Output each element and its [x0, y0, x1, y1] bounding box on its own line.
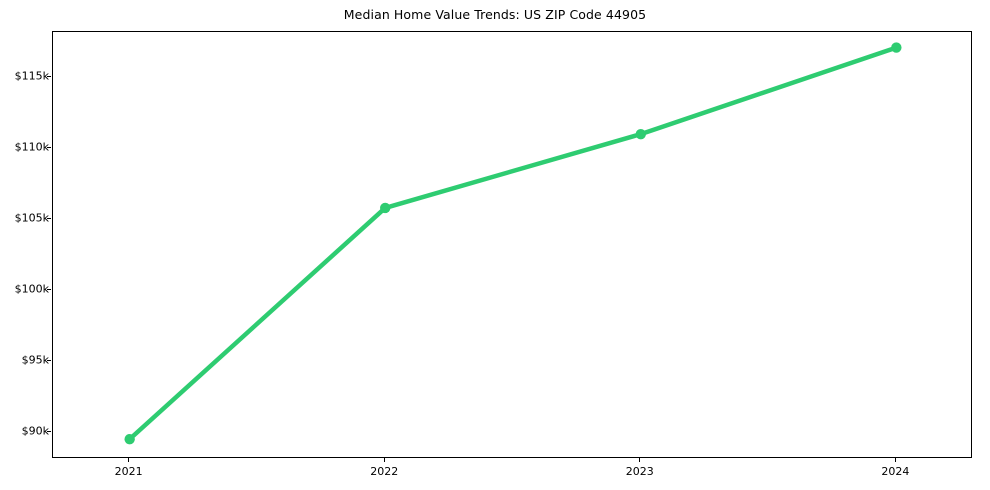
series-line-median-home-value — [127, 45, 899, 442]
data-point-marker — [380, 202, 391, 214]
chart-title: Median Home Value Trends: US ZIP Code 44… — [343, 7, 647, 22]
x-tick-label: 2023 — [625, 465, 654, 478]
data-point-marker — [635, 128, 646, 140]
y-tick-mark — [47, 75, 51, 77]
data-point-marker — [124, 433, 135, 445]
series-markers — [124, 42, 902, 445]
y-tick-label: $100k — [14, 282, 49, 296]
y-tick-mark — [47, 288, 51, 290]
x-tick-label: 2022 — [370, 465, 399, 478]
x-tick-label: 2021 — [114, 465, 143, 478]
x-tick-label: 2024 — [881, 465, 910, 478]
x-tick-mark — [639, 458, 641, 462]
x-tick-mark — [894, 458, 896, 462]
y-tick-mark — [47, 146, 51, 148]
y-tick-mark — [47, 217, 51, 219]
y-tick-label: $110k — [14, 140, 49, 154]
x-tick-mark — [383, 458, 385, 462]
y-tick-label: $95k — [21, 353, 49, 367]
data-point-marker — [891, 42, 902, 53]
y-tick-mark — [47, 430, 51, 432]
y-tick-label: $105k — [14, 211, 49, 225]
y-tick-label: $115k — [14, 69, 49, 83]
x-tick-mark — [128, 458, 130, 462]
plot-area — [52, 31, 972, 458]
line-series-svg — [124, 42, 902, 445]
y-tick-mark — [47, 359, 51, 361]
y-tick-label: $90k — [21, 424, 49, 438]
